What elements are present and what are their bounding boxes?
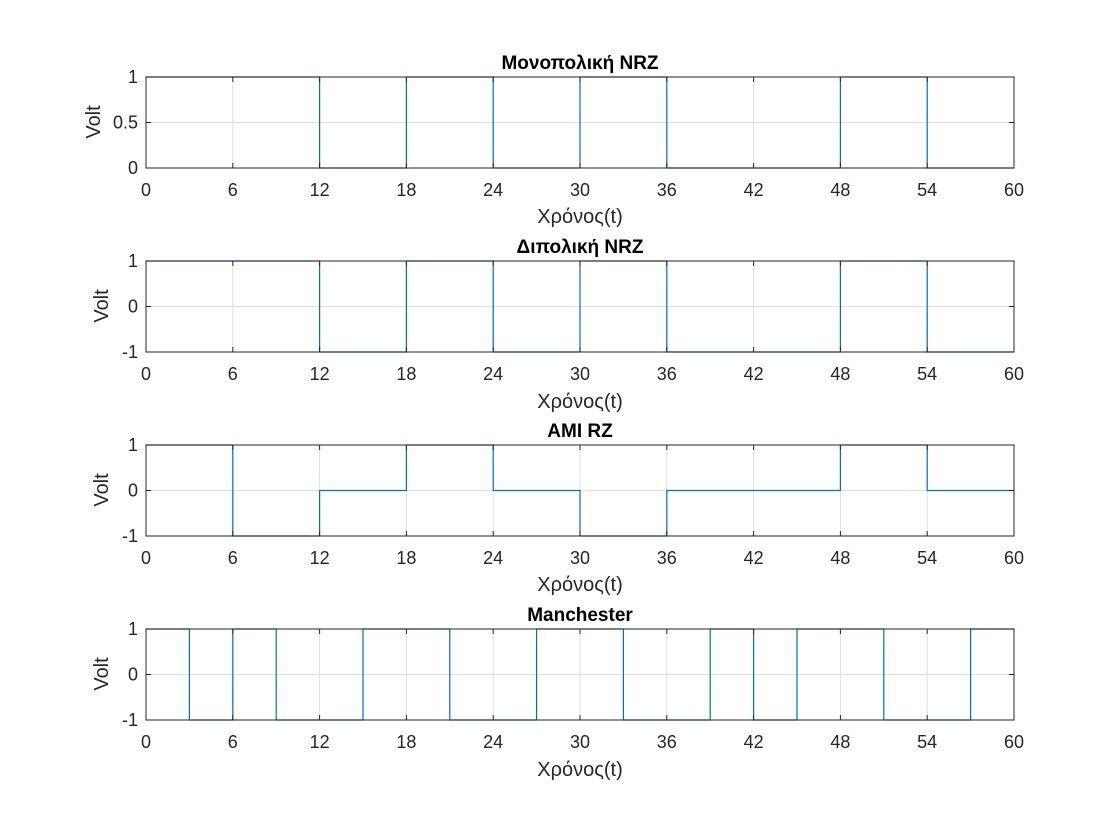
- x-tick-label: 60: [1004, 732, 1024, 752]
- x-tick-label: 0: [141, 180, 151, 200]
- x-tick-label: 30: [570, 364, 590, 384]
- x-tick-label: 18: [396, 180, 416, 200]
- y-tick-label: 0: [128, 481, 138, 501]
- y-tick-label: 0.5: [113, 113, 138, 133]
- y-axis-label: Volt: [91, 657, 113, 691]
- x-tick-label: 30: [570, 732, 590, 752]
- y-tick-label: 1: [128, 435, 138, 455]
- x-tick-label: 54: [917, 548, 937, 568]
- x-tick-label: 0: [141, 548, 151, 568]
- x-tick-label: 48: [830, 548, 850, 568]
- x-axis-label: Χρόνος(t): [537, 391, 622, 413]
- subplot-bipolar-nrz: Διπολική NRZ Χρόνος(t) Volt 0 6 12 18 24 30 36…: [91, 237, 1024, 413]
- x-tick-label: 60: [1004, 180, 1024, 200]
- x-tick-label: 24: [483, 364, 503, 384]
- x-tick-label: 42: [744, 732, 764, 752]
- x-tick-label: 24: [483, 180, 503, 200]
- x-tick-label: 12: [310, 732, 330, 752]
- subplot-manchester: Manchester Χρόνος(t) Volt 0 6 12 18 24 30 36 42…: [91, 605, 1024, 781]
- x-tick-label: 60: [1004, 364, 1024, 384]
- x-tick-label: 24: [483, 548, 503, 568]
- y-tick-label: -1: [122, 342, 138, 362]
- x-tick-label: 48: [830, 180, 850, 200]
- x-tick-label: 6: [228, 732, 238, 752]
- x-tick-label: 6: [228, 548, 238, 568]
- x-tick-label: 0: [141, 732, 151, 752]
- x-tick-label: 6: [228, 364, 238, 384]
- subplot-title: Μονοπολική NRZ: [501, 53, 658, 74]
- x-tick-label: 36: [657, 364, 677, 384]
- x-axis-label: Χρόνος(t): [537, 574, 622, 596]
- x-tick-label: 36: [657, 548, 677, 568]
- x-tick-label: 24: [483, 732, 503, 752]
- subplot-title: AMI RZ: [547, 421, 613, 442]
- x-tick-label: 54: [917, 732, 937, 752]
- x-tick-label: 42: [744, 548, 764, 568]
- x-tick-label: 36: [657, 732, 677, 752]
- x-tick-label: 30: [570, 180, 590, 200]
- y-tick-label: -1: [122, 710, 138, 730]
- y-tick-label: 0: [128, 158, 138, 178]
- x-tick-label: 18: [396, 732, 416, 752]
- x-tick-label: 54: [917, 364, 937, 384]
- y-axis-label: Volt: [83, 105, 105, 139]
- y-axis-label: Volt: [91, 289, 113, 323]
- x-axis-label: Χρόνος(t): [537, 206, 622, 228]
- x-tick-label: 12: [310, 364, 330, 384]
- x-tick-label: 0: [141, 364, 151, 384]
- y-tick-label: 0: [128, 665, 138, 685]
- x-axis-label: Χρόνος(t): [537, 759, 622, 781]
- x-tick-label: 18: [396, 548, 416, 568]
- y-axis-label: Volt: [91, 473, 113, 507]
- y-tick-label: 0: [128, 297, 138, 317]
- x-tick-label: 42: [744, 180, 764, 200]
- x-tick-label: 6: [228, 180, 238, 200]
- subplot-title: Διπολική NRZ: [517, 237, 644, 258]
- x-tick-label: 12: [310, 180, 330, 200]
- y-tick-label: 1: [128, 67, 138, 87]
- y-tick-label: 1: [128, 251, 138, 271]
- x-tick-label: 48: [830, 364, 850, 384]
- x-tick-label: 60: [1004, 548, 1024, 568]
- subplot-ami-rz: AMI RZ Χρόνος(t) Volt 0 6 12 18 24 30 36 42 48 54…: [91, 421, 1024, 596]
- x-tick-label: 18: [396, 364, 416, 384]
- x-tick-label: 30: [570, 548, 590, 568]
- y-tick-label: 1: [128, 619, 138, 639]
- y-tick-label: -1: [122, 526, 138, 546]
- subplot-unipolar-nrz: Μονοπολική NRZ Χρόνος(t) Volt 0 6 12 18 24 30…: [83, 53, 1024, 228]
- x-tick-label: 54: [917, 180, 937, 200]
- x-tick-label: 36: [657, 180, 677, 200]
- x-tick-label: 12: [310, 548, 330, 568]
- x-tick-label: 42: [744, 364, 764, 384]
- x-tick-label: 48: [830, 732, 850, 752]
- subplot-title: Manchester: [527, 605, 633, 626]
